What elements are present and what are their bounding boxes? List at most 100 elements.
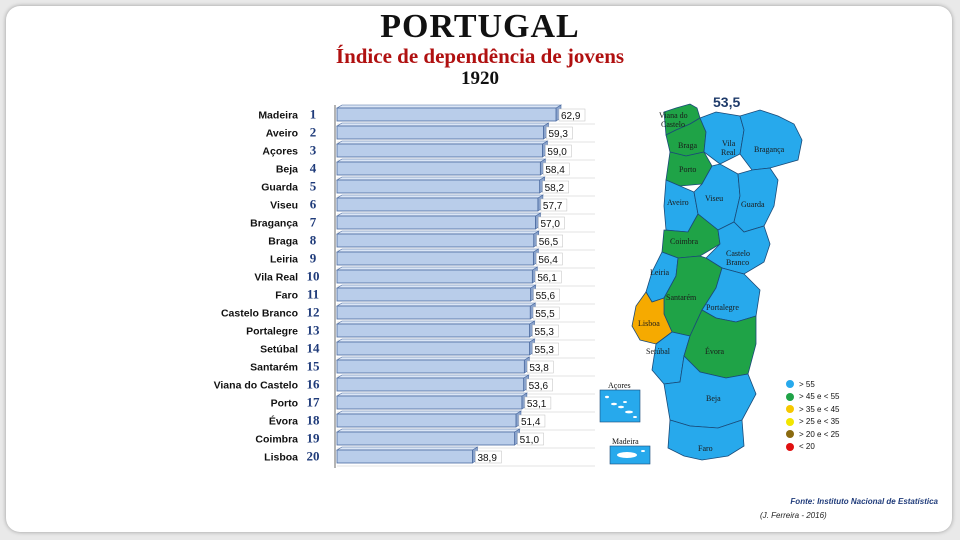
value-label-box [558,108,586,122]
label-castelo-branco-2: Branco [726,258,749,267]
value-label: 56,5 [539,237,559,248]
legend-item: < 20 [786,441,839,454]
value-label: 51,4 [521,417,541,428]
bar[interactable] [336,305,531,320]
bar[interactable] [336,431,515,446]
value-label: 59,0 [547,147,567,158]
value-label-box [540,198,568,212]
legend-item: > 25 e < 35 [786,416,839,429]
category-label: Braga [268,236,298,248]
bar[interactable] [336,377,525,392]
rank-label: 8 [310,233,317,248]
bar[interactable] [336,449,473,464]
value-label-box [543,162,570,176]
region-braganca[interactable] [739,109,803,171]
value-label: 57,0 [540,219,560,230]
rank-label: 18 [307,413,321,428]
bar-top [335,356,531,361]
bar-top [335,140,549,145]
madeira-label: Madeira [612,437,639,446]
bar-top [335,212,542,217]
bar-chart: Madeira 1 62,9 Aveiro 2 59,3 Açores 3 59,0 Beja 4 5… [214,104,595,468]
value-label: 51,0 [520,435,540,446]
category-label: Lisboa [264,452,298,464]
rank-label: 11 [307,287,319,302]
bar[interactable] [336,233,535,248]
source-note: Fonte: Instituto Nacional de Estatística [790,497,938,506]
rank-label: 15 [307,359,321,374]
region-guarda[interactable] [733,167,779,233]
value-label: 55,3 [535,345,555,356]
label-aveiro: Aveiro [667,198,689,207]
legend-label: > 20 e < 25 [799,429,840,439]
bar[interactable] [336,107,557,122]
bar[interactable] [336,269,533,284]
rank-label: 6 [310,197,317,212]
rank-label: 16 [307,377,321,392]
value-label: 55,3 [535,327,555,338]
value-label-box [535,270,562,284]
rank-label: 17 [307,395,321,410]
label-leiria: Leiria [650,268,670,277]
value-label: 59,3 [548,129,568,140]
bar[interactable] [336,395,523,410]
value-label-box [532,306,560,320]
value-label-box [524,396,552,410]
legend-swatch [786,392,794,401]
rank-label: 9 [310,251,317,266]
value-label-box [517,432,544,446]
rank-label: 7 [310,215,317,230]
bar[interactable] [336,143,543,158]
legend-label: > 45 e < 55 [799,392,840,402]
label-braga: Braga [678,141,698,150]
category-label: Évora [269,415,298,428]
region-castelo-branco[interactable] [705,221,771,275]
bar[interactable] [336,125,544,140]
rank-label: 19 [307,431,321,446]
rank-label: 13 [307,323,321,338]
label-viana-1: Viana do [659,111,688,120]
bar-top [335,428,521,433]
value-label: 53,8 [529,363,549,374]
label-guarda: Guarda [741,200,765,209]
bar[interactable] [336,341,530,356]
value-label-box [536,252,563,266]
bar-top [335,374,530,379]
legend-item: > 35 e < 45 [786,403,839,416]
rank-label: 5 [310,179,317,194]
rank-label: 2 [310,125,317,140]
rank-label: 1 [310,107,317,122]
category-label: Faro [275,290,298,302]
map-legend: > 55 > 45 e < 55 > 35 e < 45 > 25 e < 35 > 2… [786,378,839,453]
category-label: Portalegre [246,326,298,338]
bar-top [335,122,550,127]
region-faro[interactable] [667,419,745,461]
label-vila-real-2: Real [721,148,736,157]
value-label-box [532,324,559,338]
portugal-map: Viana do Castelo Braga Vila Real Braganç… [599,103,803,465]
bar[interactable] [336,161,541,176]
bar[interactable] [336,287,531,302]
value-label-box [542,180,569,194]
bar-top [335,104,563,109]
category-label: Porto [271,398,298,410]
azores-islands [605,395,637,418]
bar-top [335,176,546,181]
value-label: 57,7 [543,201,563,212]
value-label-box [475,450,502,464]
bar[interactable] [336,323,530,338]
national-average: 53,5 [713,94,741,110]
bar[interactable] [336,179,541,194]
bar[interactable] [336,251,534,266]
legend-label: > 35 e < 45 [799,404,840,414]
label-evora: Évora [705,346,725,356]
label-castelo-branco-1: Castelo [726,249,750,258]
bar[interactable] [336,215,536,230]
bar[interactable] [336,359,525,374]
value-label-box [533,288,560,302]
bar[interactable] [336,413,517,428]
bar[interactable] [336,197,539,212]
rank-label: 20 [307,449,320,464]
category-label: Aveiro [266,128,298,140]
page-subtitle: Índice de dependência de jovens [335,44,625,68]
